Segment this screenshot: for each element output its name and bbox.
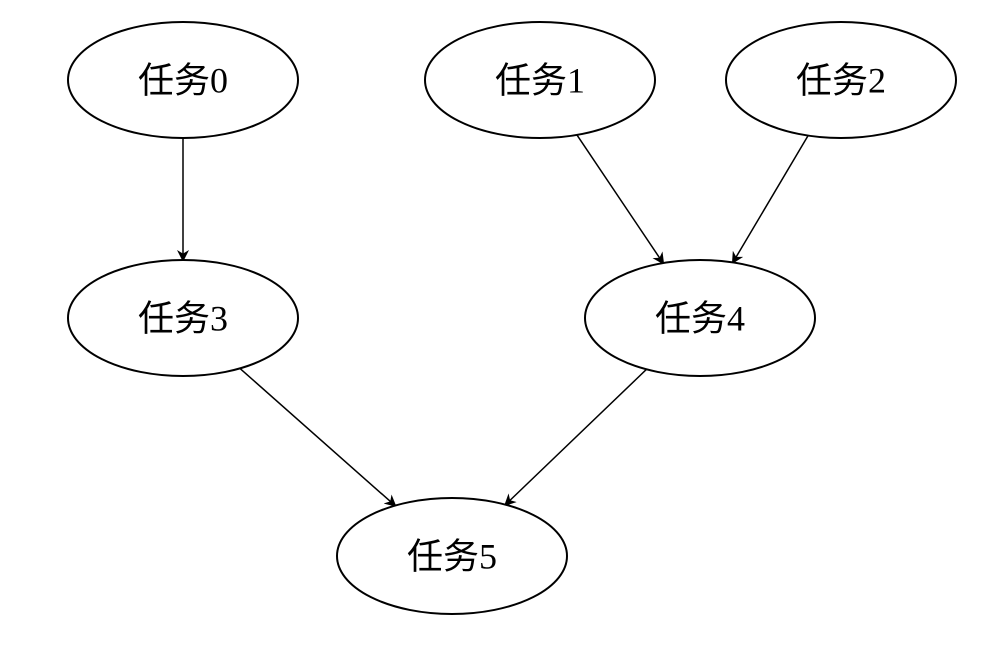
node-label-n0: 任务0 — [138, 60, 228, 100]
node-n4: 任务4 — [585, 260, 815, 376]
node-label-n3: 任务3 — [138, 298, 228, 338]
node-label-n2: 任务2 — [796, 60, 886, 100]
node-label-n4: 任务4 — [655, 298, 745, 338]
node-n2: 任务2 — [726, 22, 956, 138]
node-label-n5: 任务5 — [407, 536, 497, 576]
edge-n1-n4 — [577, 135, 663, 263]
edge-n2-n4 — [733, 136, 808, 263]
node-n3: 任务3 — [68, 260, 298, 376]
node-label-n1: 任务1 — [495, 60, 585, 100]
node-n0: 任务0 — [68, 22, 298, 138]
task-dependency-diagram: 任务0 任务1 任务2 任务3 任务4 任务5 — [0, 0, 1000, 657]
nodes-group: 任务0 任务1 任务2 任务3 任务4 任务5 — [68, 22, 956, 614]
node-n1: 任务1 — [425, 22, 655, 138]
node-n5: 任务5 — [337, 498, 567, 614]
edge-n4-n5 — [505, 369, 646, 504]
edge-n3-n5 — [240, 368, 395, 505]
